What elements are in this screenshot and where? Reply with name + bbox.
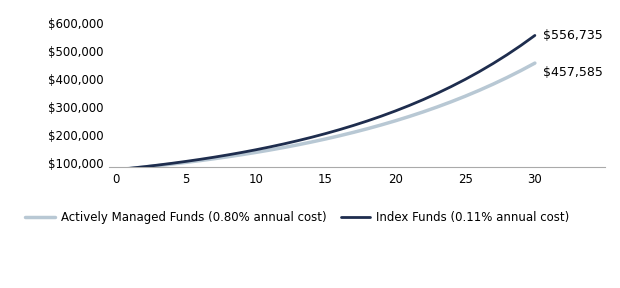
Index Funds (0.11% annual cost) <box>266 145 273 149</box>
Index Funds (0.11% annual cost) <box>252 148 259 151</box>
Actively Managed Funds (0.80% annual cost) <box>405 115 413 118</box>
Actively Managed Funds (0.80% annual cost) <box>182 161 190 164</box>
Index Funds (0.11% annual cost) <box>476 70 483 73</box>
Index Funds (0.11% annual cost) <box>238 151 246 154</box>
Index Funds (0.11% annual cost) <box>196 158 203 161</box>
Actively Managed Funds (0.80% annual cost) <box>448 100 455 103</box>
Actively Managed Funds (0.80% annual cost) <box>476 89 483 92</box>
Actively Managed Funds (0.80% annual cost) <box>168 162 175 166</box>
Legend: Actively Managed Funds (0.80% annual cost), Index Funds (0.11% annual cost): Actively Managed Funds (0.80% annual cos… <box>20 206 574 229</box>
Actively Managed Funds (0.80% annual cost) <box>503 76 511 79</box>
Index Funds (0.11% annual cost) <box>350 124 357 127</box>
Actively Managed Funds (0.80% annual cost) <box>196 159 203 162</box>
Index Funds (0.11% annual cost) <box>531 34 539 37</box>
Index Funds (0.11% annual cost) <box>405 104 413 107</box>
Index Funds (0.11% annual cost) <box>224 153 231 157</box>
Index Funds (0.11% annual cost) <box>154 163 162 167</box>
Actively Managed Funds (0.80% annual cost) <box>308 140 315 144</box>
Index Funds (0.11% annual cost) <box>420 98 427 101</box>
Actively Managed Funds (0.80% annual cost) <box>126 167 134 170</box>
Index Funds (0.11% annual cost) <box>182 160 190 163</box>
Index Funds (0.11% annual cost) <box>489 62 497 65</box>
Index Funds (0.11% annual cost) <box>126 166 134 170</box>
Actively Managed Funds (0.80% annual cost) <box>238 153 246 156</box>
Actively Managed Funds (0.80% annual cost) <box>461 94 469 98</box>
Actively Managed Funds (0.80% annual cost) <box>210 157 218 160</box>
Index Funds (0.11% annual cost) <box>335 128 343 131</box>
Index Funds (0.11% annual cost) <box>280 142 287 146</box>
Actively Managed Funds (0.80% annual cost) <box>392 119 399 123</box>
Index Funds (0.11% annual cost) <box>308 136 315 139</box>
Index Funds (0.11% annual cost) <box>210 156 218 159</box>
Index Funds (0.11% annual cost) <box>140 165 148 168</box>
Actively Managed Funds (0.80% annual cost) <box>489 82 497 86</box>
Actively Managed Funds (0.80% annual cost) <box>433 105 441 109</box>
Index Funds (0.11% annual cost) <box>392 109 399 113</box>
Actively Managed Funds (0.80% annual cost) <box>335 134 343 137</box>
Index Funds (0.11% annual cost) <box>112 168 120 171</box>
Index Funds (0.11% annual cost) <box>294 139 301 143</box>
Actively Managed Funds (0.80% annual cost) <box>140 165 148 169</box>
Actively Managed Funds (0.80% annual cost) <box>363 127 371 130</box>
Actively Managed Funds (0.80% annual cost) <box>350 131 357 134</box>
Actively Managed Funds (0.80% annual cost) <box>517 69 525 72</box>
Index Funds (0.11% annual cost) <box>433 92 441 95</box>
Index Funds (0.11% annual cost) <box>517 44 525 47</box>
Line: Index Funds (0.11% annual cost): Index Funds (0.11% annual cost) <box>116 35 535 170</box>
Text: $556,735: $556,735 <box>543 29 603 42</box>
Index Funds (0.11% annual cost) <box>363 119 371 123</box>
Index Funds (0.11% annual cost) <box>461 78 469 81</box>
Actively Managed Funds (0.80% annual cost) <box>322 137 329 141</box>
Actively Managed Funds (0.80% annual cost) <box>112 168 120 171</box>
Actively Managed Funds (0.80% annual cost) <box>294 143 301 147</box>
Actively Managed Funds (0.80% annual cost) <box>266 148 273 152</box>
Actively Managed Funds (0.80% annual cost) <box>420 110 427 113</box>
Actively Managed Funds (0.80% annual cost) <box>280 146 287 149</box>
Line: Actively Managed Funds (0.80% annual cost): Actively Managed Funds (0.80% annual cos… <box>116 63 535 170</box>
Actively Managed Funds (0.80% annual cost) <box>252 151 259 154</box>
Actively Managed Funds (0.80% annual cost) <box>154 164 162 167</box>
Actively Managed Funds (0.80% annual cost) <box>531 61 539 65</box>
Index Funds (0.11% annual cost) <box>168 162 175 165</box>
Actively Managed Funds (0.80% annual cost) <box>378 123 385 127</box>
Index Funds (0.11% annual cost) <box>378 114 385 118</box>
Actively Managed Funds (0.80% annual cost) <box>224 155 231 158</box>
Index Funds (0.11% annual cost) <box>448 85 455 88</box>
Index Funds (0.11% annual cost) <box>503 53 511 56</box>
Text: $457,585: $457,585 <box>543 66 603 79</box>
Index Funds (0.11% annual cost) <box>322 132 329 135</box>
